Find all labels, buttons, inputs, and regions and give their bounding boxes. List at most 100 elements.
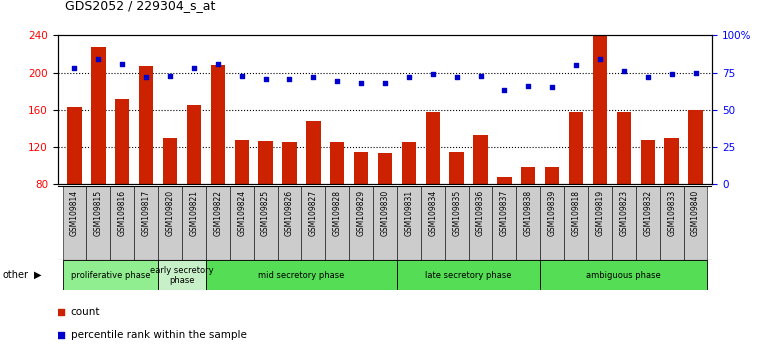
Point: [140, 74, 152, 80]
Point: [164, 73, 176, 78]
Point: [116, 61, 129, 67]
Bar: [110, 186, 134, 260]
Point: [307, 74, 320, 80]
Point: [546, 85, 558, 90]
Text: GSM109829: GSM109829: [357, 190, 366, 236]
Point: [522, 83, 534, 89]
Bar: [277, 186, 301, 260]
Text: GSM109818: GSM109818: [571, 190, 581, 235]
Bar: [684, 186, 708, 260]
Bar: [349, 186, 373, 260]
Bar: [91, 47, 105, 184]
Text: proliferative phase: proliferative phase: [71, 271, 150, 280]
Point: [212, 61, 224, 67]
Text: mid secretory phase: mid secretory phase: [258, 271, 345, 280]
Point: [641, 74, 654, 80]
Text: ambiguous phase: ambiguous phase: [587, 271, 661, 280]
Point: [498, 87, 511, 93]
Bar: [206, 186, 229, 260]
Point: [689, 70, 701, 75]
Bar: [445, 186, 469, 260]
Text: GSM109839: GSM109839: [547, 190, 557, 236]
Bar: [450, 152, 464, 184]
Point: [259, 76, 272, 81]
Point: [379, 80, 391, 86]
Bar: [62, 186, 86, 260]
Bar: [134, 186, 158, 260]
Point: [188, 65, 200, 71]
Text: GDS2052 / 229304_s_at: GDS2052 / 229304_s_at: [65, 0, 216, 12]
Point: [236, 73, 248, 78]
Bar: [373, 186, 397, 260]
Text: GSM109828: GSM109828: [333, 190, 342, 235]
Text: GSM109825: GSM109825: [261, 190, 270, 236]
Text: GSM109830: GSM109830: [380, 190, 390, 236]
Bar: [397, 260, 541, 290]
Text: GSM109834: GSM109834: [428, 190, 437, 236]
Bar: [162, 138, 177, 184]
Bar: [421, 186, 445, 260]
Bar: [115, 99, 129, 184]
Text: GSM109817: GSM109817: [142, 190, 151, 236]
Point: [403, 74, 415, 80]
Bar: [688, 110, 703, 184]
Bar: [564, 186, 588, 260]
Point: [355, 80, 367, 86]
Text: GSM109832: GSM109832: [643, 190, 652, 236]
Point: [245, 207, 257, 212]
Bar: [354, 152, 368, 184]
Text: GSM109840: GSM109840: [691, 190, 700, 236]
Point: [245, 4, 257, 10]
Text: GSM109835: GSM109835: [452, 190, 461, 236]
Text: GSM109836: GSM109836: [476, 190, 485, 236]
Bar: [67, 107, 82, 184]
Text: GSM109821: GSM109821: [189, 190, 199, 235]
Bar: [493, 186, 517, 260]
Point: [283, 76, 296, 81]
Bar: [229, 186, 253, 260]
Bar: [517, 186, 541, 260]
Bar: [283, 142, 296, 184]
Bar: [259, 141, 273, 184]
Text: GSM109822: GSM109822: [213, 190, 223, 235]
Point: [474, 73, 487, 78]
Text: GSM109820: GSM109820: [166, 190, 175, 236]
Bar: [665, 138, 679, 184]
Bar: [330, 142, 344, 184]
Bar: [182, 186, 206, 260]
Bar: [62, 260, 158, 290]
Bar: [206, 260, 397, 290]
Bar: [139, 66, 153, 184]
Text: GSM109831: GSM109831: [404, 190, 413, 236]
Bar: [474, 135, 487, 184]
Bar: [86, 186, 110, 260]
Bar: [593, 36, 608, 184]
Point: [450, 74, 463, 80]
Text: other: other: [2, 270, 28, 280]
Bar: [612, 186, 636, 260]
Bar: [397, 186, 421, 260]
Point: [570, 62, 582, 68]
Bar: [306, 121, 320, 184]
Bar: [158, 186, 182, 260]
Bar: [636, 186, 660, 260]
Point: [665, 71, 678, 77]
Bar: [211, 65, 225, 184]
Bar: [660, 186, 684, 260]
Text: late secretory phase: late secretory phase: [425, 271, 512, 280]
Point: [92, 56, 105, 62]
Bar: [325, 186, 349, 260]
Text: GSM109819: GSM109819: [595, 190, 604, 236]
Text: count: count: [71, 307, 100, 317]
Text: GSM109815: GSM109815: [94, 190, 103, 236]
Bar: [569, 112, 583, 184]
Bar: [253, 186, 277, 260]
Bar: [402, 142, 416, 184]
Bar: [588, 186, 612, 260]
Bar: [541, 260, 708, 290]
Bar: [378, 153, 392, 184]
Text: GSM109823: GSM109823: [619, 190, 628, 236]
Bar: [469, 186, 493, 260]
Text: GSM109833: GSM109833: [667, 190, 676, 236]
Text: GSM109824: GSM109824: [237, 190, 246, 236]
